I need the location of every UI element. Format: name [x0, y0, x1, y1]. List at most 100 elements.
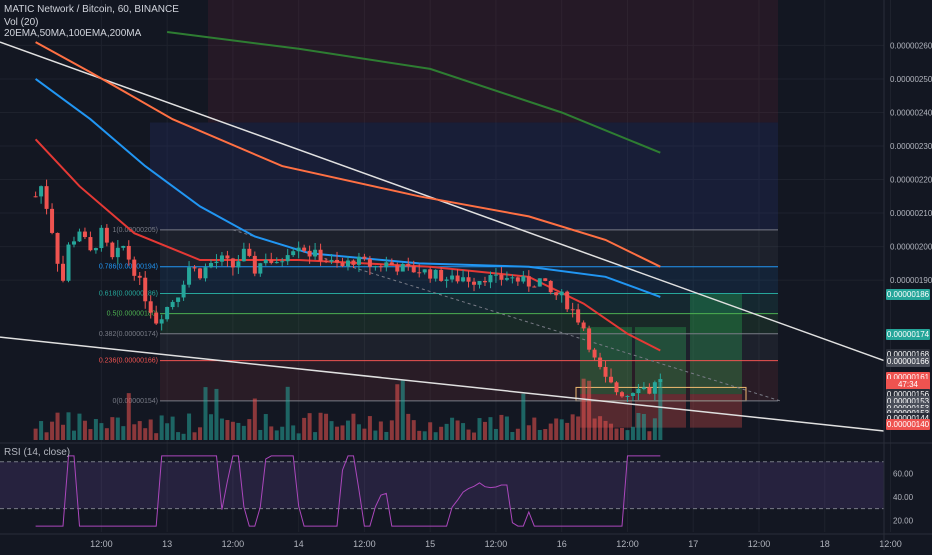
- candle-body: [515, 277, 520, 282]
- volume-bar: [367, 416, 372, 440]
- candle-body: [510, 277, 515, 279]
- indicators-label[interactable]: 20EMA,50MA,100EMA,200MA: [4, 28, 142, 39]
- candle-body: [313, 249, 318, 257]
- volume-bar: [373, 430, 378, 440]
- time-label-4: 12:00: [353, 539, 376, 549]
- candle-body: [187, 267, 192, 285]
- time-label-9: 17: [688, 539, 698, 549]
- volume-bar: [548, 423, 553, 440]
- rsi-label[interactable]: RSI (14, close): [4, 447, 71, 458]
- fib-label-1: 1(0.00000205): [112, 227, 158, 234]
- volume-bar: [192, 432, 197, 440]
- candle-body: [373, 266, 378, 268]
- candle-body: [378, 266, 383, 268]
- candle-body: [537, 278, 542, 287]
- candle-body: [198, 268, 203, 279]
- candle-body: [367, 258, 372, 267]
- candle-body: [219, 255, 224, 262]
- volume-bar: [93, 419, 98, 440]
- volume-indicator-label[interactable]: Vol (20): [4, 17, 39, 28]
- fib-label-0.236: 0.236(0.00000166): [99, 358, 158, 365]
- volume-bar: [55, 412, 60, 440]
- candle-body: [121, 245, 126, 248]
- candle-body: [66, 244, 71, 281]
- candle-body: [263, 259, 268, 264]
- volume-bar: [576, 416, 581, 440]
- candle-body: [335, 259, 340, 263]
- candle-body: [625, 395, 630, 397]
- moving-averages: [34, 31, 661, 352]
- candle-body: [61, 263, 66, 281]
- candle-body: [203, 267, 208, 279]
- volume-bar: [77, 413, 82, 440]
- volume-bar: [444, 423, 449, 440]
- volume-bar: [71, 430, 76, 440]
- candle-body: [307, 250, 312, 257]
- volume-bar: [154, 433, 159, 440]
- volume-bar: [143, 428, 148, 440]
- volume-bar: [499, 414, 504, 440]
- volume-bar: [351, 413, 356, 440]
- fibonacci-retracement[interactable]: 1(0.00000205) 0.786(0.00000194) 0.618(0.00…: [99, 227, 778, 405]
- volume-bar: [356, 424, 361, 440]
- candle-body: [461, 277, 466, 282]
- volume-bar: [493, 428, 498, 440]
- volume-bar: [428, 422, 433, 440]
- candle-body: [181, 284, 186, 298]
- volume-bar: [581, 378, 586, 440]
- candle-body: [581, 322, 586, 329]
- fib-label-0.618: 0.618(0.00000186): [99, 291, 158, 298]
- volume-bar: [477, 418, 482, 440]
- candle-body: [406, 263, 411, 266]
- candle-body: [417, 272, 422, 274]
- candle-body: [269, 259, 274, 263]
- volume-bar: [137, 421, 142, 440]
- candle-body: [532, 286, 537, 288]
- volume-bar: [285, 386, 290, 440]
- volume-bar: [132, 424, 137, 440]
- volume-bar: [515, 428, 520, 440]
- candle-body: [493, 274, 498, 276]
- volume-bar: [318, 412, 323, 440]
- candle-body: [241, 248, 246, 262]
- rsi-pane: [0, 455, 884, 527]
- candle-body: [356, 256, 361, 265]
- candle-body: [411, 265, 416, 273]
- candle-body: [614, 382, 619, 393]
- fib-band-5: [160, 360, 778, 401]
- volume-bar: [302, 417, 307, 440]
- candle-body: [389, 262, 394, 266]
- candle-body: [351, 260, 356, 265]
- candle-body: [543, 278, 548, 281]
- candle-body: [71, 241, 76, 245]
- volume-bar: [422, 431, 427, 440]
- candle-body: [154, 312, 159, 324]
- volume-bar: [466, 429, 471, 440]
- candle-body: [609, 376, 614, 383]
- candle-body: [285, 255, 290, 262]
- volume-bar: [570, 414, 575, 440]
- candle-body: [428, 269, 433, 279]
- volume-bar: [641, 413, 646, 440]
- candle-body: [652, 382, 657, 394]
- candle-body: [318, 249, 323, 261]
- volume-bar: [39, 421, 44, 440]
- rsi-tick-2: 20.00: [893, 516, 914, 525]
- rsi-tick-0: 60.00: [893, 469, 914, 478]
- volume-bar: [472, 432, 477, 440]
- volume-bar: [630, 426, 635, 440]
- candle-body: [93, 248, 98, 251]
- candlesticks: [33, 179, 663, 403]
- volume-bar: [313, 432, 318, 440]
- volume-bar: [170, 416, 175, 440]
- volume-bar: [121, 426, 126, 440]
- volume-bar: [219, 418, 224, 440]
- rsi-tick-1: 40.00: [893, 493, 914, 502]
- candle-body: [362, 256, 367, 259]
- zone-mid: [150, 122, 778, 230]
- volume-bar: [510, 431, 515, 440]
- volume-bar: [625, 430, 630, 440]
